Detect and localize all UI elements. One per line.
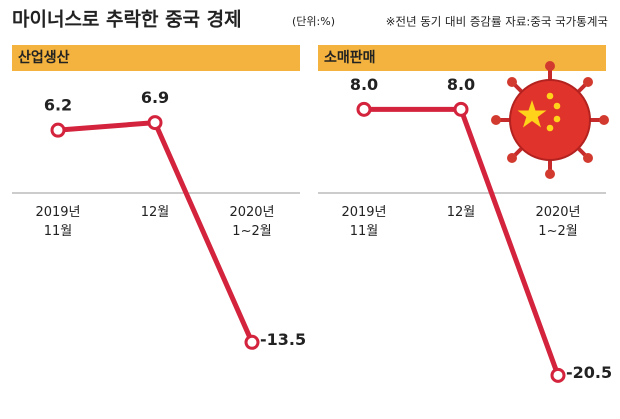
x-tick-label: 12월 (447, 205, 476, 220)
x-tick-label: 2020년 1~2월 (229, 205, 274, 239)
x-tick-label: 2020년 1~2월 (535, 205, 580, 239)
x-tick-label: 2019년 11월 (35, 205, 80, 239)
note: ※전년 동기 대비 증감률 자료:중국 국가통계국 (386, 15, 608, 29)
data-point (356, 101, 372, 117)
value-label: 8.0 (447, 75, 475, 94)
panel-title: 산업생산 (18, 49, 70, 66)
unit: (단위:%) (292, 15, 335, 28)
value-label: -13.5 (260, 330, 306, 349)
data-point (147, 115, 163, 131)
x-tick-label: 2019년 11월 (341, 205, 386, 239)
virus-illustration (491, 61, 609, 179)
chart-title: 마이너스로 추락한 중국 경제 (12, 9, 242, 31)
x-tick-label: 12월 (141, 205, 170, 220)
panel-header (318, 45, 606, 71)
panel-title: 소매판매 (324, 50, 376, 66)
data-point (50, 122, 66, 138)
data-point (453, 101, 469, 117)
data-point (244, 334, 260, 350)
panel-header (12, 45, 300, 71)
value-label: -20.5 (566, 363, 612, 382)
value-label: 6.9 (141, 88, 169, 107)
data-point (550, 367, 566, 383)
value-label: 8.0 (350, 75, 378, 94)
value-label: 6.2 (44, 96, 72, 115)
